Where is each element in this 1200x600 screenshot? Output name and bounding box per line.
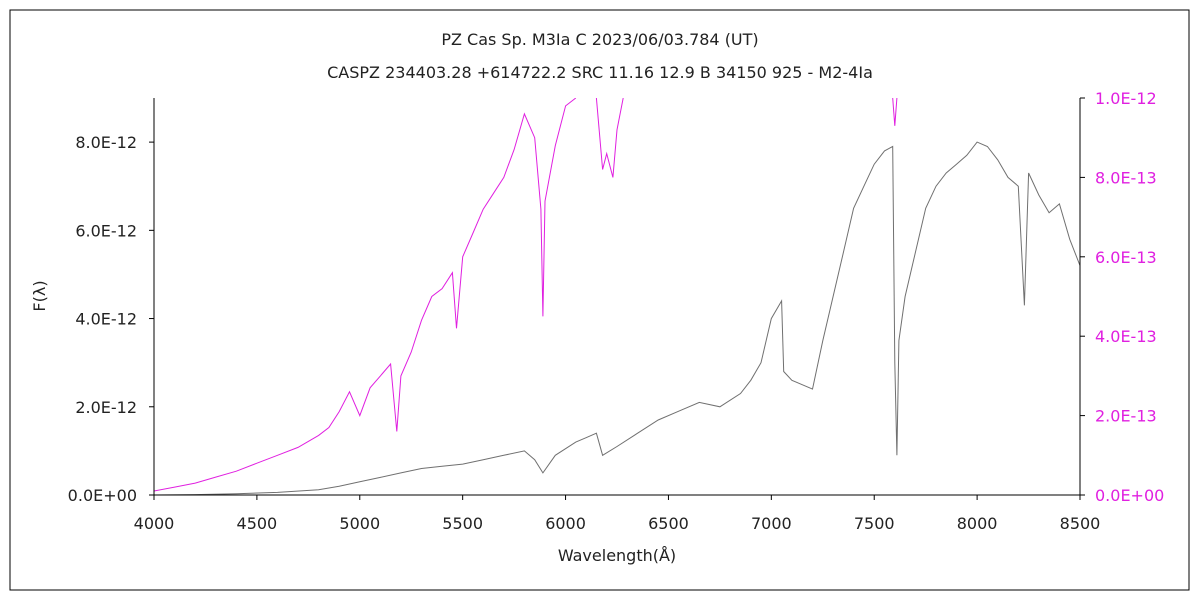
chart-subtitle: CASPZ 234403.28 +614722.2 SRC 11.16 12.9… (327, 63, 873, 82)
chart-frame (9, 9, 1190, 591)
y-left-tick-label: 0.0E+00 (68, 486, 137, 505)
x-axis-title: Wavelength(Å) (558, 546, 676, 565)
x-tick-label: 7000 (751, 514, 792, 533)
x-tick-label: 4000 (134, 514, 175, 533)
y-right-tick-label: 2.0E-13 (1095, 407, 1157, 426)
series-line-2 (595, 98, 624, 178)
y-left-tick-label: 6.0E-12 (75, 221, 137, 240)
y-right-tick-label: 0.0E+00 (1095, 486, 1164, 505)
y-right-tick-label: 4.0E-13 (1095, 327, 1157, 346)
x-tick-label: 8000 (957, 514, 998, 533)
x-tick-label: 5000 (339, 514, 380, 533)
chart-title: PZ Cas Sp. M3Ia C 2023/06/03.784 (UT) (441, 30, 758, 49)
series-line-0 (154, 141, 1080, 495)
plot-area (154, 98, 1080, 495)
y-left-tick-label: 2.0E-12 (75, 398, 137, 417)
y-axis-title: F(λ) (30, 280, 49, 311)
y-right-tick-label: 1.0E-12 (1095, 89, 1157, 108)
x-tick-label: 6500 (648, 514, 689, 533)
series-line-3 (892, 98, 898, 126)
x-tick-label: 8500 (1060, 514, 1101, 533)
x-tick-label: 4500 (237, 514, 278, 533)
series-line-1 (154, 98, 577, 492)
y-left-tick-label: 4.0E-12 (75, 310, 137, 329)
axes: 4000 4500 5000 5500 6000 6500 7000 7500 8000 8500… (68, 89, 1165, 533)
y-right-tick-label: 6.0E-13 (1095, 248, 1157, 267)
y-right-tick-label: 8.0E-13 (1095, 168, 1157, 187)
y-left-tick-label: 8.0E-12 (75, 133, 137, 152)
x-tick-label: 7500 (854, 514, 895, 533)
x-tick-label: 6000 (545, 514, 586, 533)
x-tick-label: 5500 (442, 514, 483, 533)
